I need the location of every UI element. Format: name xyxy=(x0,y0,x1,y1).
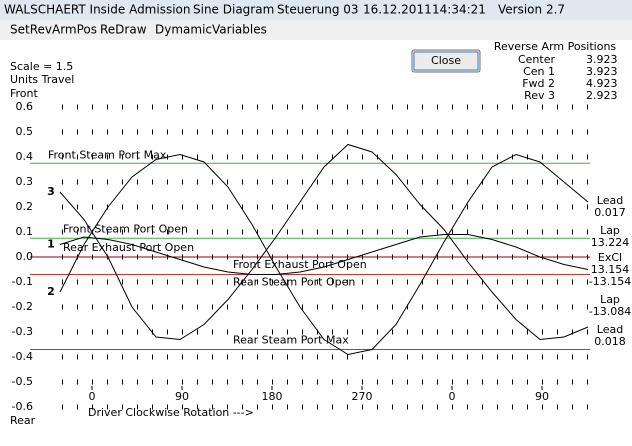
y-tick-label: -0.4 xyxy=(12,350,33,363)
panel-value: 3.923 xyxy=(586,65,618,78)
y-tick-label: -0.5 xyxy=(12,375,33,388)
title-text: 14:34:21 xyxy=(432,3,486,17)
scale-label: Scale = 1.5 xyxy=(10,60,73,73)
x-tick-label: 270 xyxy=(352,390,373,403)
side-label: Lap xyxy=(600,293,620,306)
panel-value: 4.923 xyxy=(586,77,618,90)
close-button[interactable] xyxy=(411,49,481,73)
top-label: Front xyxy=(10,87,39,100)
panel-key: Center xyxy=(518,53,556,66)
title-group: WALSCHAERT Inside Admission Sine Diagram… xyxy=(4,3,565,37)
menu-item[interactable]: SetRevArmPos xyxy=(10,23,97,37)
panel-value: 2.923 xyxy=(586,89,618,102)
y-label: Units Travel xyxy=(10,73,74,86)
side-label: 13.154 xyxy=(591,263,630,276)
y-tick-label: 0.5 xyxy=(16,125,34,138)
side-label: -13.084 xyxy=(589,305,631,318)
y-tick-label: 0.6 xyxy=(16,100,34,113)
button-label[interactable]: Close xyxy=(431,54,461,67)
title-text: Version 2.7 xyxy=(498,3,565,17)
y-tick-label: 0.1 xyxy=(16,225,34,238)
button-focus xyxy=(413,51,479,71)
curve xyxy=(59,143,589,341)
y-tick-label: -0.1 xyxy=(12,275,33,288)
side-label: -13.154 xyxy=(589,275,631,288)
menu-bar xyxy=(0,20,632,40)
panel-key: Cen 1 xyxy=(523,65,555,78)
side-label: 0.017 xyxy=(594,206,626,219)
x-label: Driver Clockwise Rotation ---> xyxy=(88,406,254,419)
curve xyxy=(59,153,589,356)
menu-item[interactable]: ReDraw xyxy=(100,23,147,37)
reference-label: Front Steam Port Open xyxy=(63,222,188,235)
side-label: 13.224 xyxy=(591,236,630,249)
reference-label: Rear Exhaust Port Open xyxy=(63,241,194,254)
side-label: ExCl xyxy=(598,251,622,264)
x-tick-label: 90 xyxy=(535,390,549,403)
y-tick-label: -0.2 xyxy=(12,300,33,313)
curve-label: 3 xyxy=(47,185,55,198)
side-label: Lap xyxy=(600,224,620,237)
x-tick-label: 90 xyxy=(175,390,189,403)
title-text: 16.12.2011 xyxy=(363,3,432,17)
y-tick-label: 0.2 xyxy=(16,200,34,213)
reference-label: Rear Steam Port Open xyxy=(233,276,355,289)
curve-label: 2 xyxy=(47,285,55,298)
y-tick-label: 0.0 xyxy=(16,250,34,263)
x-tick-label: 0 xyxy=(449,390,456,403)
y-tick-label: 0.4 xyxy=(16,150,34,163)
reference-label: Front Exhaust Port Open xyxy=(233,258,367,271)
title-text: Sine Diagram xyxy=(193,3,274,17)
y-tick-label: -0.3 xyxy=(12,325,33,338)
x-tick-label: 0 xyxy=(89,390,96,403)
panel-title: Reverse Arm Positions xyxy=(494,40,617,53)
title-text: WALSCHAERT Inside Admission xyxy=(4,3,191,17)
title-text: Steuerung 03 xyxy=(277,3,359,17)
side-label: Lead xyxy=(597,323,623,336)
title-bar xyxy=(0,0,632,20)
y-tick-label: -0.6 xyxy=(12,400,33,413)
panel-key: Fwd 2 xyxy=(522,77,555,90)
side-label: 0.018 xyxy=(594,335,626,348)
bottom-label: Rear xyxy=(10,414,36,427)
panel-value: 3.923 xyxy=(586,53,618,66)
reference-label: Front Steam Port Max xyxy=(48,148,167,161)
x-tick-label: 180 xyxy=(262,390,283,403)
menu-item[interactable]: DymamicVariables xyxy=(155,23,267,37)
side-label: Lead xyxy=(597,194,623,207)
reference-label: Rear Steam Port Max xyxy=(233,334,349,347)
panel-key: Rev 3 xyxy=(524,89,555,102)
y-tick-label: 0.3 xyxy=(16,175,34,188)
curve-label: 1 xyxy=(47,238,55,251)
curve xyxy=(59,234,589,275)
